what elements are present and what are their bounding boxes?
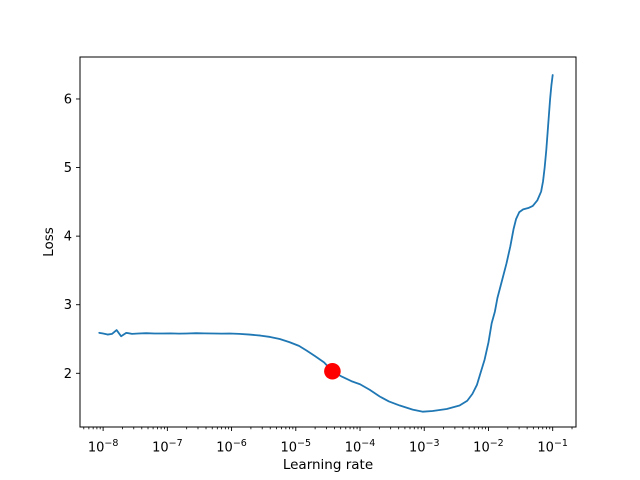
x-tick-label: 10−1	[537, 438, 568, 456]
x-tick-exponent: −3	[426, 438, 440, 449]
x-tick-label: 10−4	[345, 438, 376, 456]
x-tick-label: 10−5	[281, 438, 312, 456]
y-tick-label: 2	[64, 367, 72, 382]
plot-border	[79, 56, 577, 428]
x-tick-exponent: −1	[554, 438, 568, 449]
x-axis-label: Learning rate	[282, 457, 374, 473]
x-tick-label: 10−8	[88, 438, 119, 456]
x-tick-label: 10−2	[473, 438, 504, 456]
x-tick-exponent: −8	[104, 438, 118, 449]
y-axis-label: Loss	[41, 227, 57, 257]
y-tick-label: 4	[64, 230, 72, 245]
x-tick-exponent: −4	[361, 438, 375, 449]
loss-curve	[98, 74, 554, 413]
suggested-lr-marker	[324, 362, 341, 380]
x-tick-label: 10−7	[152, 438, 183, 456]
x-tick-exponent: −2	[490, 438, 504, 449]
y-tick-label: 5	[64, 161, 72, 176]
x-tick-exponent: −7	[169, 438, 183, 449]
x-tick-label: 10−3	[409, 438, 440, 456]
x-tick-exponent: −5	[297, 438, 311, 449]
y-tick-label: 6	[64, 92, 72, 107]
x-tick-exponent: −6	[233, 438, 247, 449]
y-tick-label: 3	[64, 298, 72, 313]
x-tick-label: 10−6	[216, 438, 247, 456]
